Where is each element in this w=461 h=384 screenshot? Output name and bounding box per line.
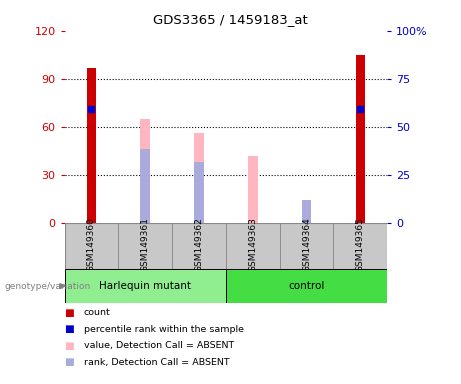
Bar — [140, 149, 150, 223]
Bar — [194, 133, 204, 223]
Text: ■: ■ — [65, 358, 74, 367]
Bar — [301, 200, 311, 223]
Text: control: control — [289, 281, 325, 291]
Bar — [87, 68, 96, 223]
Bar — [355, 55, 365, 223]
Bar — [226, 269, 387, 303]
Bar — [65, 269, 226, 303]
Bar — [280, 223, 333, 269]
Text: value, Detection Call = ABSENT: value, Detection Call = ABSENT — [84, 341, 234, 351]
Text: GSM149361: GSM149361 — [141, 217, 150, 272]
Text: ■: ■ — [65, 324, 74, 334]
Bar — [301, 208, 311, 223]
Text: GSM149360: GSM149360 — [87, 217, 96, 272]
Text: genotype/variation: genotype/variation — [5, 281, 91, 291]
Bar — [118, 223, 172, 269]
Bar — [194, 162, 204, 223]
Text: GSM149365: GSM149365 — [356, 217, 365, 272]
Bar — [172, 223, 226, 269]
Text: GSM149362: GSM149362 — [195, 217, 203, 272]
Bar — [140, 119, 150, 223]
Text: percentile rank within the sample: percentile rank within the sample — [84, 325, 244, 334]
Bar — [248, 156, 258, 223]
Text: ■: ■ — [65, 341, 74, 351]
Bar — [65, 223, 118, 269]
Bar — [226, 223, 280, 269]
Text: count: count — [84, 308, 111, 318]
Bar — [333, 223, 387, 269]
Text: GSM149364: GSM149364 — [302, 217, 311, 272]
Text: Harlequin mutant: Harlequin mutant — [99, 281, 191, 291]
Text: rank, Detection Call = ABSENT: rank, Detection Call = ABSENT — [84, 358, 230, 367]
Text: GSM149363: GSM149363 — [248, 217, 257, 272]
Text: GDS3365 / 1459183_at: GDS3365 / 1459183_at — [153, 13, 308, 26]
Text: ■: ■ — [65, 308, 74, 318]
